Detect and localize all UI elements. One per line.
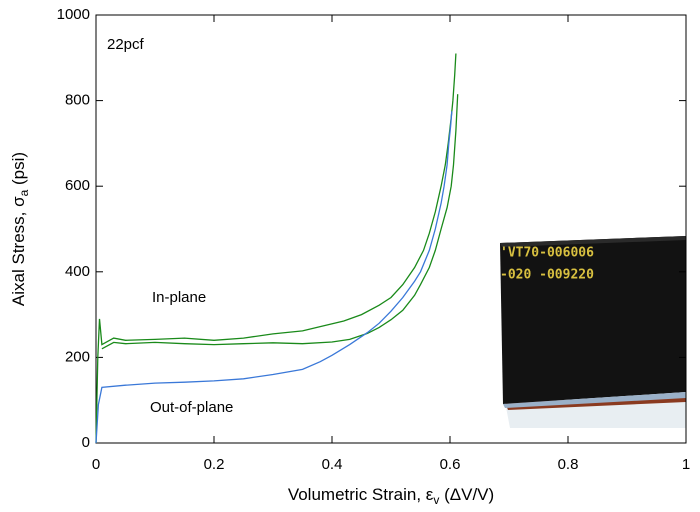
- plot-frame: [95, 14, 687, 444]
- data-line: [95, 53, 457, 444]
- data-line: [101, 94, 459, 350]
- y-tick-label: 400: [65, 263, 90, 280]
- inset-text: -020 -009220: [500, 268, 594, 283]
- x-tick-label: 0.4: [322, 456, 343, 473]
- x-tick-label: 0: [92, 456, 100, 473]
- y-tick-label: 600: [65, 177, 90, 194]
- x-tick-label: 1: [682, 456, 690, 473]
- x-tick-label: 0.6: [440, 456, 461, 473]
- y-tick-label: 1000: [57, 6, 90, 23]
- y-axis-label: Aixal Stress, σa (psi): [9, 152, 31, 306]
- x-tick-label: 0.8: [558, 456, 579, 473]
- y-tick-label: 0: [82, 434, 90, 451]
- sample-photo: [500, 236, 686, 428]
- y-tick-label: 200: [65, 348, 90, 365]
- annotation: 22pcf: [107, 36, 145, 53]
- data-line: [95, 111, 453, 444]
- annotation: Out-of-plane: [150, 399, 233, 416]
- y-tick-label: 800: [65, 92, 90, 109]
- x-axis-label: Volumetric Strain, εv (ΔV/V): [288, 485, 494, 507]
- inset-text: 'VT70-006006: [500, 246, 594, 261]
- annotation: In-plane: [152, 289, 206, 306]
- x-tick-label: 0.2: [204, 456, 225, 473]
